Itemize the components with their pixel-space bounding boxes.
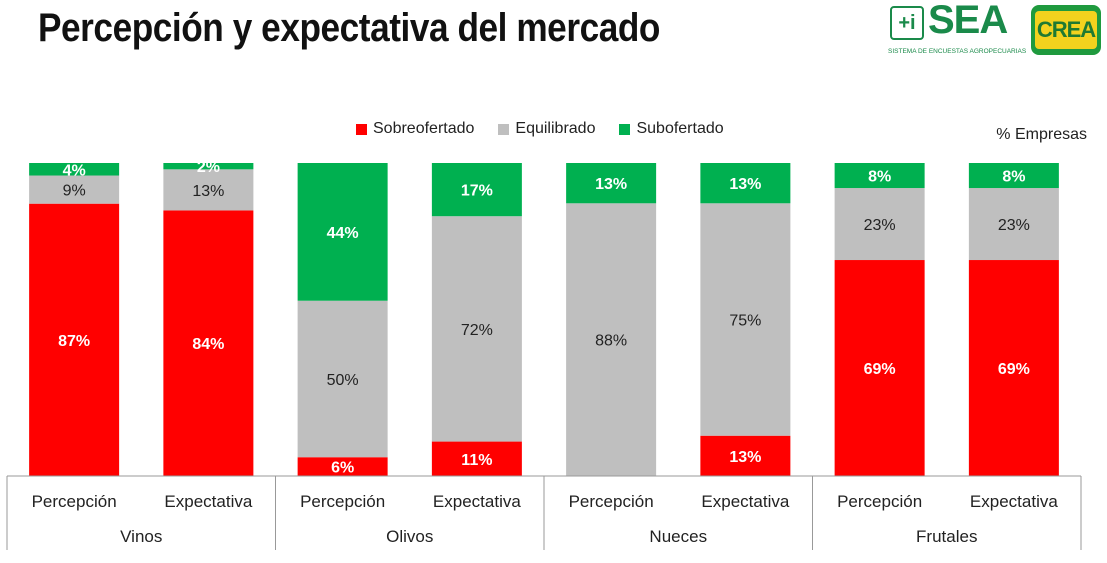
bar-segment-equilibrado [431, 216, 522, 442]
category-label: Percepción [837, 492, 922, 511]
bar-segment-subofertado [834, 163, 925, 189]
bar-segment-equilibrado [968, 188, 1059, 261]
legend-item-subofertado: Subofertado [619, 120, 724, 138]
group-label: Vinos [120, 527, 162, 546]
sea-logo-subtitle: SISTEMA DE ENCUESTAS AGROPECUARIAS [888, 48, 1027, 55]
data-label: 84% [192, 336, 224, 353]
legend-label: Sobreofertado [373, 120, 475, 137]
legend-label: Subofertado [636, 120, 724, 137]
category-label: Percepción [569, 492, 654, 511]
data-label: 2% [197, 159, 220, 176]
category-label: Expectativa [701, 492, 789, 511]
bar-segment-equilibrado [834, 188, 925, 261]
category-label: Expectativa [433, 492, 521, 511]
category-label: Percepción [32, 492, 117, 511]
sea-logo: +i SEA SISTEMA DE ENCUESTAS AGROPECUARIA… [888, 0, 1026, 58]
legend-swatch [356, 123, 367, 135]
category-label: Percepción [300, 492, 385, 511]
data-label: 23% [998, 217, 1030, 234]
data-label: 13% [729, 176, 761, 193]
legend-item-equilibrado: Equilibrado [498, 120, 595, 138]
group-label: Olivos [386, 527, 433, 546]
group-label: Nueces [649, 527, 707, 546]
data-label: 69% [998, 361, 1030, 378]
data-label: 13% [192, 183, 224, 200]
bar-segment-equilibrado [297, 300, 388, 458]
data-label: 75% [729, 313, 761, 330]
category-label: Expectativa [164, 492, 252, 511]
data-label: 13% [595, 176, 627, 193]
legend-label: Equilibrado [515, 120, 596, 137]
data-label: 6% [331, 460, 354, 477]
data-label: 9% [63, 183, 86, 200]
bar-segment-sobreofertado [297, 457, 388, 476]
legend-swatch [498, 123, 510, 135]
bar-segment-subofertado [968, 163, 1059, 189]
category-label: Expectativa [970, 492, 1058, 511]
data-label: 88% [595, 333, 627, 350]
data-label: 44% [327, 225, 359, 242]
bar-segment-sobreofertado [834, 260, 925, 476]
data-label: 4% [63, 162, 86, 179]
bar-segment-subofertado [29, 163, 120, 176]
group-label: Frutales [916, 527, 977, 546]
bar-segment-sobreofertado [700, 435, 791, 476]
bar-segment-equilibrado [29, 175, 120, 204]
data-label: 8% [1002, 169, 1025, 186]
crea-logo-text: CREA [1035, 11, 1097, 49]
data-label: 50% [327, 372, 359, 389]
bar-segment-subofertado [700, 163, 791, 204]
bar-segment-subofertado [163, 163, 254, 170]
legend-swatch [619, 123, 631, 135]
data-label: 8% [868, 169, 891, 186]
data-label: 69% [864, 361, 896, 378]
data-label: 87% [58, 333, 90, 350]
bar-segment-sobreofertado [968, 260, 1059, 476]
sea-logo-text: SEA [928, 0, 1008, 42]
data-label: 13% [729, 449, 761, 466]
bar-segment-sobreofertado [431, 441, 522, 476]
info-icon: +i [890, 6, 924, 40]
data-label: 23% [864, 217, 896, 234]
bar-segment-subofertado [297, 163, 388, 301]
data-label: 11% [461, 452, 492, 469]
legend-item-sobreofertado: Sobreofertado [356, 120, 474, 138]
bar-segment-equilibrado [163, 169, 254, 211]
data-label: 17% [461, 183, 493, 200]
bar-segment-equilibrado [700, 203, 791, 436]
bar-segment-sobreofertado [163, 210, 254, 476]
bar-segment-equilibrado [566, 203, 657, 477]
page-title: Percepción y expectativa del mercado [38, 6, 660, 50]
bar-segment-subofertado [566, 163, 657, 204]
chart-legend: Sobreofertado Equilibrado Subofertado [356, 120, 724, 138]
units-label: % Empresas [996, 126, 1087, 143]
data-label: 72% [461, 322, 493, 339]
crea-logo: CREA [1031, 5, 1101, 55]
bar-segment-sobreofertado [29, 203, 120, 476]
bar-segment-subofertado [431, 163, 522, 217]
